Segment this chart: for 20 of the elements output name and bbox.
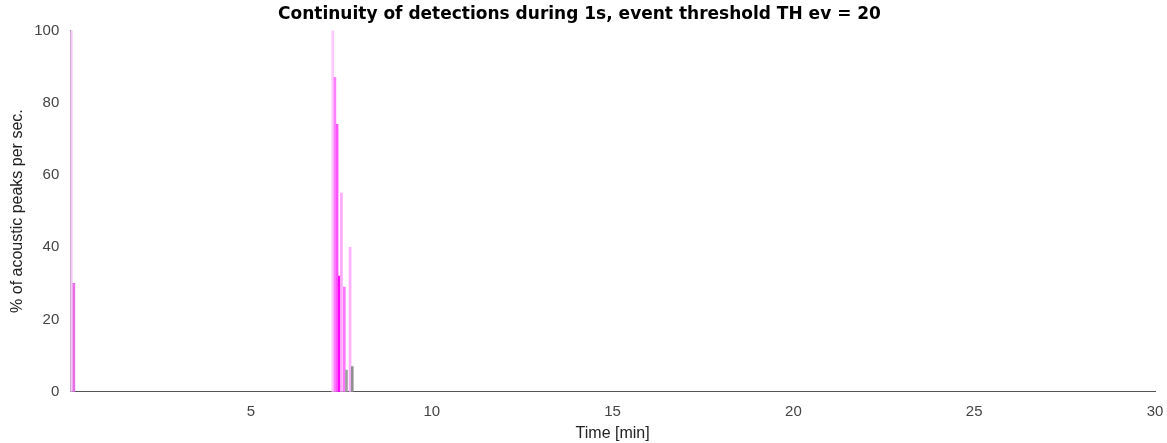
x-axis-title: Time [min] [575, 423, 650, 441]
x-tick-label: 20 [785, 401, 802, 419]
y-tick-label: 100 [34, 20, 60, 38]
bar [350, 366, 354, 392]
chart-title: Continuity of detections during 1s, event threshold TH ev = 20 [278, 2, 882, 23]
bar [340, 192, 343, 392]
y-tick-label: 40 [42, 237, 60, 255]
y-tick-label: 80 [42, 92, 60, 110]
y-tick-label: 0 [50, 381, 60, 399]
x-tick-label: 25 [965, 401, 983, 419]
x-tick-label: 15 [604, 401, 621, 419]
x-tick-label: 10 [423, 401, 441, 419]
x-tick-label: 30 [1146, 401, 1164, 419]
x-tick-label: 5 [246, 401, 256, 419]
y-axis-title: % of acoustic peaks per sec. [8, 109, 26, 313]
bar [331, 30, 335, 392]
bar [342, 286, 346, 392]
y-tick-label: 20 [42, 309, 60, 327]
bar [345, 369, 348, 392]
y-tick-label: 60 [42, 165, 60, 183]
